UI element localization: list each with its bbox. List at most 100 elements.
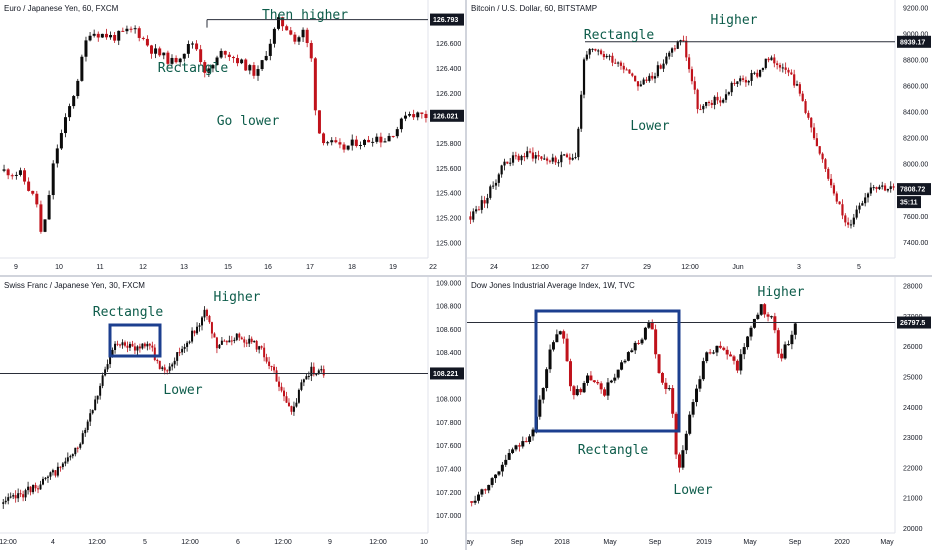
candle-body [526,151,529,158]
candle-body [39,484,42,490]
chart-annotation: Rectangle [584,28,655,43]
candle-body [317,370,320,374]
candle-body [47,195,51,220]
candle-body [674,413,678,455]
candle-body [835,193,838,202]
candle-body [582,382,586,393]
candle-body [643,327,647,340]
candle-body [892,186,895,188]
y-tick-label: 23000 [903,435,923,442]
chart-panel-chfjpy[interactable]: 107.000 107.200 107.400 107.600 107.800 108.0… [0,277,465,550]
candle-body [500,464,504,472]
x-tick-label: 12:00 [274,539,292,546]
candle-body [129,28,133,30]
candle-body [68,106,72,118]
btcusd-chart[interactable]: 7400.007600.007800.008000.008200.008400.… [467,0,932,275]
candle-body [301,29,305,38]
chart-annotation: Rectangle [578,443,649,458]
candle-body [281,17,285,27]
countdown-badge [897,196,921,209]
chart-panel-btcusd[interactable]: 7400.007600.007800.008000.008200.008400.… [467,0,932,275]
candle-body [109,355,112,365]
candle-body [708,352,712,354]
candle-body [88,35,92,41]
candle-body [841,204,844,216]
candle-body [673,48,676,50]
candle-body [773,57,776,64]
candle-body [509,162,512,164]
candle-body [551,342,555,350]
candle-body [264,55,268,61]
candle-body [739,78,742,82]
candle-body [72,96,76,107]
candle-body [667,388,671,390]
candle-body [223,340,226,342]
candle-body [630,350,634,353]
candle-body [260,60,264,70]
chart-panel-dji[interactable]: 2000021000220002300024000250002600027000… [467,277,932,550]
candle-body [633,342,637,351]
candle-body [636,81,640,87]
candle-body [654,329,658,355]
y-tick-label: 125.600 [436,166,461,173]
candle-body [639,84,642,87]
eurjpy-chart[interactable]: 125.000 125.200 125.400 125.600 125.800 126.0… [0,0,465,275]
candle-body [759,304,763,315]
candle-body [285,396,288,403]
candle-body [146,343,149,347]
candle-body [358,144,362,146]
chart-annotation: Then higher [262,8,348,23]
candle-body [280,386,283,391]
chfjpy-chart[interactable]: 107.000 107.200 107.400 107.600 107.800 108.0… [0,277,465,550]
candle-body [489,186,492,198]
x-tick-label: 12 [139,264,147,271]
y-tick-label: 28000 [903,284,923,291]
candle-body [101,375,104,386]
candle-body [657,354,661,374]
candle-body [181,348,184,353]
y-tick-label: 8200.00 [903,136,928,143]
candle-body [668,52,671,57]
candle-body [199,49,203,63]
last-price-label: 126.021 [433,113,458,120]
candle-body [622,65,625,70]
panel-divider-horizontal [0,275,932,277]
candle-body [752,318,756,328]
candle-body [653,76,657,79]
dji-chart[interactable]: 2000021000220002300024000250002600027000… [467,277,932,550]
y-tick-label: 7600.00 [903,214,928,221]
candle-body [563,154,566,156]
candle-body [253,340,256,343]
candle-body [469,216,472,220]
candle-body [252,65,256,76]
price-badge-label: 108.221 [433,371,458,378]
x-tick-label: Sep [789,539,802,546]
chart-panel-eurjpy[interactable]: 125.000 125.200 125.400 125.600 125.800 126.0… [0,0,465,275]
y-tick-label: 26000 [903,344,923,351]
candle-body [111,349,114,356]
candle-body [631,73,634,76]
candle-body [693,81,696,90]
candle-body [141,343,144,349]
candle-body [158,360,161,369]
candle-body [818,146,821,154]
x-tick-label: 6 [236,539,240,546]
candle-body [650,322,654,330]
rectangle-box [534,309,681,433]
candle-body [91,410,94,414]
candle-body [138,346,141,349]
candle-body [86,421,89,430]
candle-body [886,189,889,191]
y-tick-label: 7400.00 [903,240,928,247]
candle-body [275,370,278,382]
candle-body [256,69,260,76]
candle-body [63,117,67,134]
candle-body [807,112,810,118]
candle-body [29,486,32,493]
y-tick-label: 25000 [903,374,923,381]
chart-annotation: Rectangle [93,305,164,320]
candle-body [191,330,194,342]
candle-body [472,211,475,220]
candle-body [546,158,549,161]
candle-body [732,356,736,361]
